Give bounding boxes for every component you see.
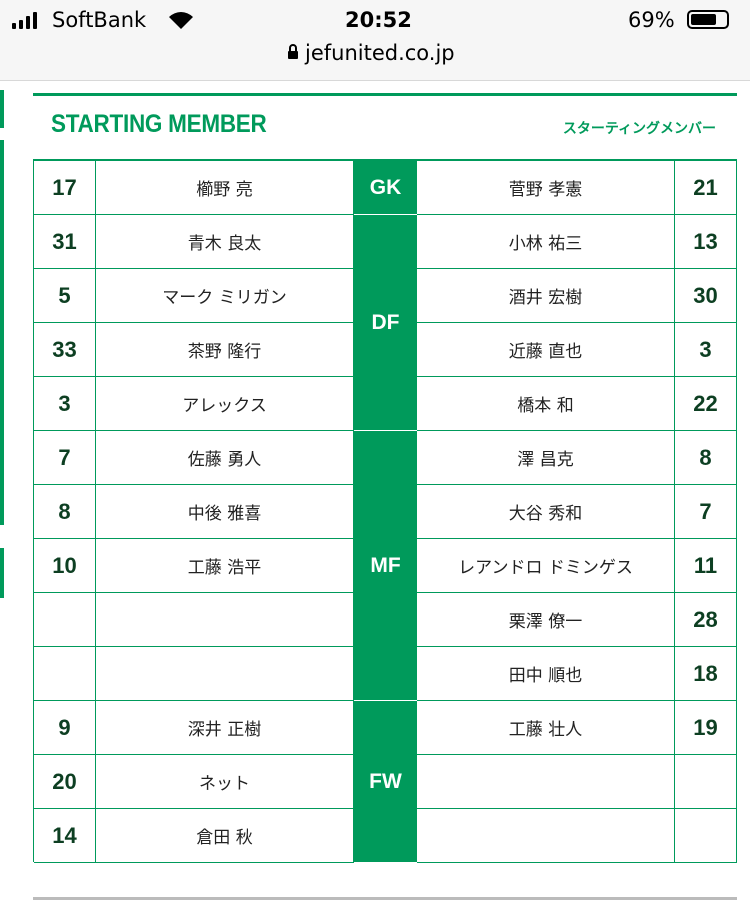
section-subtitle: スターティングメンバー <box>562 121 716 137</box>
left-player: マーク ミリガン <box>96 269 354 323</box>
right-number: 11 <box>675 539 737 593</box>
header-rule <box>33 93 737 96</box>
left-number: 17 <box>34 161 96 215</box>
left-player: 青木 良太 <box>96 215 354 269</box>
battery-icon <box>687 10 729 29</box>
right-player: 近藤 直也 <box>417 323 675 377</box>
side-decoration <box>0 140 4 525</box>
left-number: 9 <box>34 701 96 755</box>
right-player: 澤 昌克 <box>417 431 675 485</box>
left-number: 14 <box>34 809 96 863</box>
left-number: 31 <box>34 215 96 269</box>
left-number: 5 <box>34 269 96 323</box>
left-number: 7 <box>34 431 96 485</box>
time: 20:52 <box>345 8 412 32</box>
right-number: 28 <box>675 593 737 647</box>
right-player: 橋本 和 <box>417 377 675 431</box>
side-decoration <box>0 90 4 128</box>
browser-chrome: SoftBank 20:52 69% jefunited.co.jp <box>0 0 750 81</box>
right-player <box>417 755 675 809</box>
right-player: 大谷 秀和 <box>417 485 675 539</box>
left-player: 茶野 隆行 <box>96 323 354 377</box>
right-number <box>675 755 737 809</box>
right-player: 菅野 孝憲 <box>417 161 675 215</box>
position-label: GK <box>354 161 417 215</box>
left-player: 佐藤 勇人 <box>96 431 354 485</box>
left-number: 10 <box>34 539 96 593</box>
left-player <box>96 647 354 701</box>
right-player: 田中 順也 <box>417 647 675 701</box>
right-player: 工藤 壮人 <box>417 701 675 755</box>
url[interactable]: jefunited.co.jp <box>305 41 455 65</box>
right-player: レアンドロ ドミンゲス <box>417 539 675 593</box>
right-player: 栗澤 僚一 <box>417 593 675 647</box>
position-label: FW <box>354 701 417 863</box>
lock-icon <box>288 44 298 59</box>
right-number: 13 <box>675 215 737 269</box>
right-number: 30 <box>675 269 737 323</box>
left-player <box>96 593 354 647</box>
right-number: 7 <box>675 485 737 539</box>
left-player: 倉田 秋 <box>96 809 354 863</box>
position-label: MF <box>354 431 417 701</box>
carrier: SoftBank <box>52 8 147 32</box>
left-player: アレックス <box>96 377 354 431</box>
left-player: 工藤 浩平 <box>96 539 354 593</box>
right-player: 小林 祐三 <box>417 215 675 269</box>
right-player: 酒井 宏樹 <box>417 269 675 323</box>
lineup-table: GK 17 櫛野 亮 菅野 孝憲 21 DF 31 青木 良太 小林 祐三 13 5 マーク ミリガン… <box>33 159 737 863</box>
left-player: 深井 正樹 <box>96 701 354 755</box>
left-number: 3 <box>34 377 96 431</box>
right-number <box>675 809 737 863</box>
left-number <box>34 593 96 647</box>
left-number: 8 <box>34 485 96 539</box>
position-label: DF <box>354 215 417 431</box>
left-number <box>34 647 96 701</box>
right-number: 22 <box>675 377 737 431</box>
left-number: 20 <box>34 755 96 809</box>
right-number: 8 <box>675 431 737 485</box>
left-player: 中後 雅喜 <box>96 485 354 539</box>
right-number: 21 <box>675 161 737 215</box>
side-decoration <box>0 548 4 598</box>
section-title: STARTING MEMBER <box>51 110 267 138</box>
signal-icon <box>12 11 46 29</box>
right-player <box>417 809 675 863</box>
battery-level: 69% <box>628 8 675 32</box>
footer-rule <box>33 897 737 900</box>
right-number: 18 <box>675 647 737 701</box>
left-number: 33 <box>34 323 96 377</box>
left-player: 櫛野 亮 <box>96 161 354 215</box>
left-player: ネット <box>96 755 354 809</box>
right-number: 19 <box>675 701 737 755</box>
wifi-icon <box>169 12 193 29</box>
right-number: 3 <box>675 323 737 377</box>
